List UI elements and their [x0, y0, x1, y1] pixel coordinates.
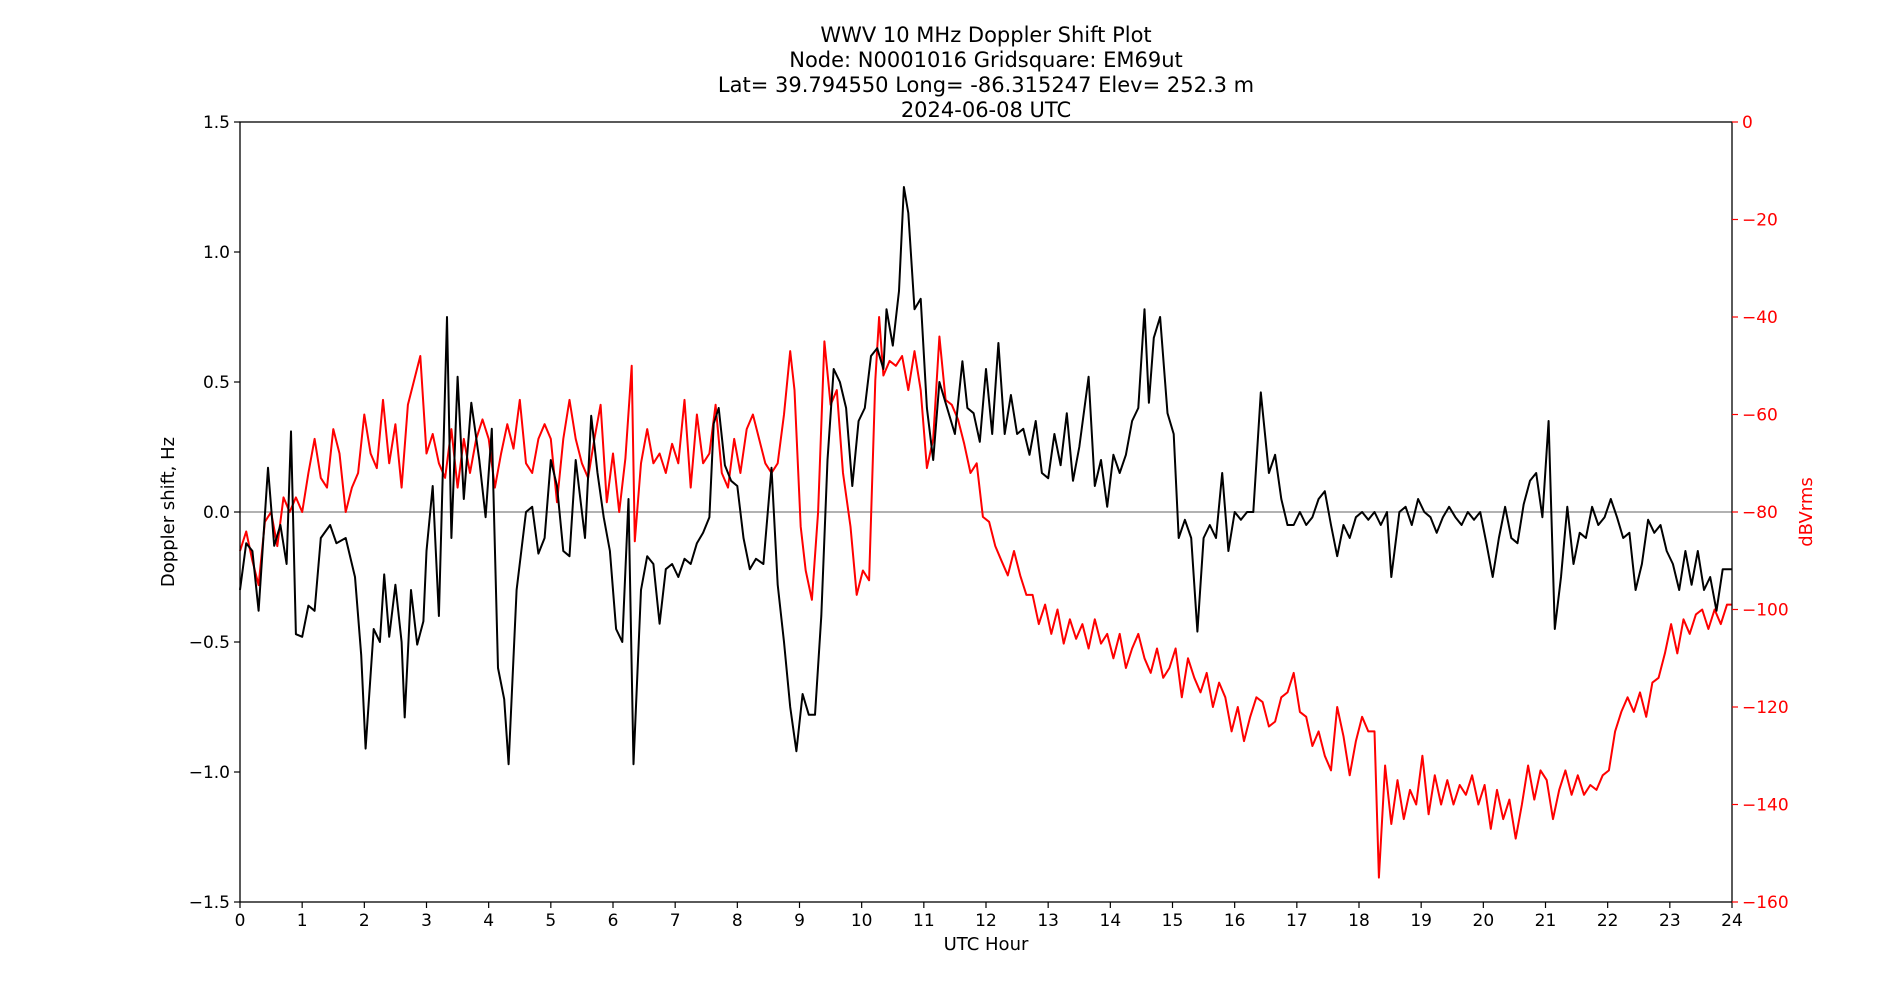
x-tick-label: 24 [1721, 911, 1743, 931]
x-tick-label: 19 [1410, 911, 1432, 931]
x-tick-label: 6 [608, 911, 619, 931]
x-tick-label: 18 [1348, 911, 1370, 931]
y-axis-left: −1.5 −1.0 −0.5 0.0 0.5 1.0 1.5 [189, 113, 240, 913]
x-tick-label: 21 [1535, 911, 1557, 931]
x-tick-label: 20 [1473, 911, 1495, 931]
x-tick-label: 1 [297, 911, 308, 931]
x-tick-label: 16 [1224, 911, 1246, 931]
x-tick-label: 8 [732, 911, 743, 931]
y-left-tick-label: 1.0 [203, 243, 230, 263]
x-tick-label: 11 [913, 911, 935, 931]
series-group [239, 186, 1732, 879]
y-right-tick-label: −80 [1742, 503, 1778, 523]
doppler-series-line [239, 186, 1732, 766]
y-left-tick-label: −1.5 [189, 893, 230, 913]
chart-title-line-1: WWV 10 MHz Doppler Shift Plot [820, 23, 1151, 47]
x-axis-label: UTC Hour [944, 934, 1029, 955]
y-right-tick-label: −140 [1742, 796, 1789, 816]
y-right-tick-label: 0 [1742, 113, 1753, 133]
x-axis: 0 1 2 3 4 5 6 7 8 9 10 11 12 13 14 15 16 17 18 19 20 21 22 23 24 [235, 902, 1743, 931]
y-right-tick-label: −120 [1742, 698, 1789, 718]
x-tick-label: 7 [670, 911, 681, 931]
y-left-tick-label: 1.5 [203, 113, 230, 133]
y-right-tick-label: −20 [1742, 211, 1778, 231]
x-tick-label: 13 [1037, 911, 1059, 931]
y-right-tick-label: −60 [1742, 406, 1778, 426]
x-tick-label: 9 [794, 911, 805, 931]
x-tick-label: 15 [1162, 911, 1184, 931]
x-tick-label: 5 [545, 911, 556, 931]
chart-title-line-2: Node: N0001016 Gridsquare: EM69ut [789, 48, 1182, 72]
y-left-tick-label: −0.5 [189, 633, 230, 653]
x-tick-label: 4 [483, 911, 494, 931]
x-tick-label: 2 [359, 911, 370, 931]
x-tick-label: 0 [235, 911, 246, 931]
y-left-tick-label: −1.0 [189, 763, 230, 783]
y-right-tick-label: −100 [1742, 601, 1789, 621]
x-tick-label: 17 [1286, 911, 1308, 931]
y-axis-right: −160 −140 −120 −100 −80 −60 −40 −20 0 [1732, 113, 1789, 913]
x-tick-label: 14 [1100, 911, 1122, 931]
x-tick-label: 3 [421, 911, 432, 931]
y-left-tick-label: 0.5 [203, 373, 230, 393]
y-right-tick-label: −160 [1742, 893, 1789, 913]
chart-title-line-3: Lat= 39.794550 Long= -86.315247 Elev= 25… [718, 73, 1254, 97]
y-axis-left-label: Doppler shift, Hz [158, 437, 179, 587]
y-axis-right-label: dBVrms [1796, 477, 1817, 547]
chart-title-line-4: 2024-06-08 UTC [901, 98, 1071, 122]
y-left-tick-label: 0.0 [203, 503, 230, 523]
x-tick-label: 23 [1659, 911, 1681, 931]
x-tick-label: 12 [975, 911, 997, 931]
x-tick-label: 10 [851, 911, 873, 931]
x-tick-label: 22 [1597, 911, 1619, 931]
y-right-tick-label: −40 [1742, 308, 1778, 328]
